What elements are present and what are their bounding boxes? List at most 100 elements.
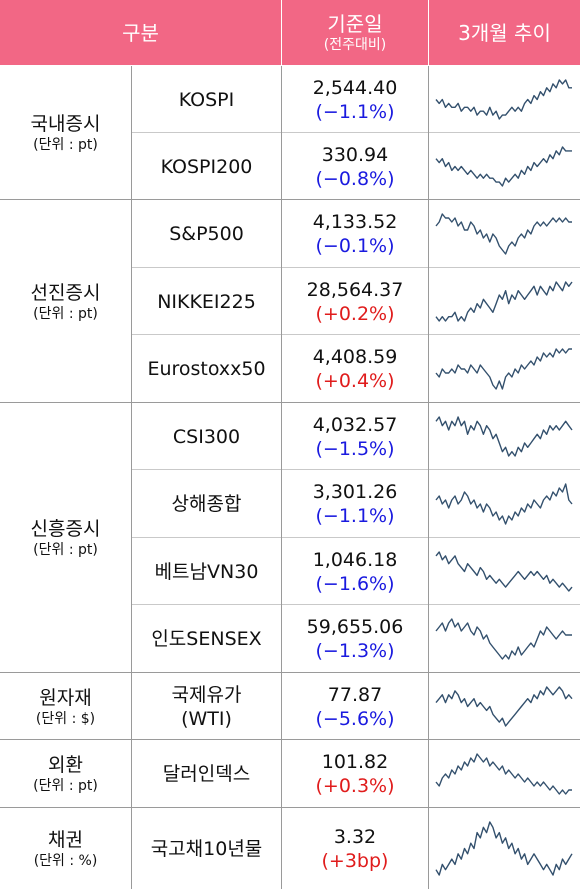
weekly-change: (−1.3%) <box>315 640 395 662</box>
trend-sparkline <box>435 213 572 255</box>
row-divider <box>0 199 580 200</box>
group-name: 채권 <box>48 828 83 851</box>
value-cell: 330.94 (−0.8%) <box>282 133 428 200</box>
index-value: 28,564.37 <box>306 278 404 301</box>
group-cell: 국내증시 (단위 : pt) <box>0 66 131 200</box>
value-cell: 101.82 (+0.3%) <box>282 740 428 808</box>
index-name: 상해종합 <box>171 493 242 515</box>
index-name: 인도SENSEX <box>151 628 262 650</box>
header-base-date-label: 기준일 <box>327 11 383 36</box>
index-value: 59,655.06 <box>306 616 404 638</box>
index-name-cell: S&P500 <box>132 200 281 268</box>
group-unit: (단위 : %) <box>33 852 98 869</box>
index-name: 베트남VN30 <box>154 560 259 583</box>
index-name-cell: 베트남VN30 <box>132 538 281 605</box>
weekly-change: (−0.8%) <box>315 167 395 190</box>
value-cell: 4,408.59 (+0.4%) <box>282 335 428 403</box>
header-base-date-sub: (전주대비) <box>323 36 387 53</box>
row-divider <box>131 267 580 268</box>
index-name: S&P500 <box>169 223 244 245</box>
index-name-cell: 인도SENSEX <box>132 605 281 673</box>
trend-sparkline <box>435 753 572 795</box>
group-name: 국내증시 <box>30 113 101 135</box>
group-cell: 외환 (단위 : pt) <box>0 740 131 808</box>
header-category: 구분 <box>0 0 281 65</box>
index-name: 달러인덱스 <box>162 763 251 785</box>
group-cell: 선진증시 (단위 : pt) <box>0 200 131 403</box>
group-name: 신흥증시 <box>30 518 101 540</box>
index-value: 101.82 <box>321 751 389 773</box>
weekly-change: (−0.1%) <box>315 235 395 257</box>
index-value: 1,046.18 <box>312 548 398 571</box>
group-name: 원자재 <box>39 686 92 709</box>
group-unit: (단위 : pt) <box>33 542 98 558</box>
row-divider <box>0 807 580 808</box>
trend-sparkline <box>435 821 573 876</box>
index-name-cell: Eurostoxx50 <box>132 335 281 403</box>
trend-line <box>435 618 572 660</box>
index-value: 330.94 <box>321 143 389 166</box>
index-value: 3.32 <box>333 825 377 848</box>
index-name: 국고채10년물 <box>150 837 263 860</box>
value-cell: 59,655.06 (−1.3%) <box>282 605 428 673</box>
trend-sparkline <box>435 416 573 457</box>
trend-line <box>435 213 572 255</box>
index-name: NIKKEI225 <box>157 290 256 313</box>
trend-sparkline <box>435 348 572 390</box>
trend-sparkline <box>435 618 572 660</box>
value-cell: 3,301.26 (−1.1%) <box>282 470 428 538</box>
header-trend: 3개월 추이 <box>429 0 580 65</box>
index-name: (WTI) <box>181 707 232 730</box>
value-cell: 3.32 (+3bp) <box>282 808 428 889</box>
row-divider <box>0 672 580 673</box>
weekly-change: (−5.6%) <box>315 707 395 730</box>
value-cell: 1,046.18 (−1.6%) <box>282 538 428 605</box>
group-cell: 원자재 (단위 : $) <box>0 673 131 740</box>
index-name-cell: 상해종합 <box>132 470 281 538</box>
trend-sparkline <box>435 483 573 525</box>
header-base-date: 기준일 (전주대비) <box>282 0 428 65</box>
row-divider <box>131 469 580 470</box>
group-cell: 채권 (단위 : %) <box>0 808 131 889</box>
index-value: 3,301.26 <box>312 481 398 503</box>
row-divider <box>131 334 580 335</box>
index-name: 국제유가 <box>171 683 242 706</box>
row-divider <box>131 604 580 605</box>
index-name-cell: NIKKEI225 <box>132 268 281 335</box>
row-divider <box>0 402 580 403</box>
column-divider <box>131 66 132 889</box>
trend-sparkline <box>435 551 573 592</box>
weekly-change: (−1.5%) <box>315 437 395 460</box>
header-trend-label: 3개월 추이 <box>458 20 551 45</box>
value-cell: 77.87 (−5.6%) <box>282 673 428 740</box>
group-name: 선진증시 <box>30 281 101 304</box>
weekly-change: (−1.1%) <box>315 505 395 527</box>
group-unit: (단위 : $) <box>35 710 96 727</box>
column-divider <box>428 66 429 889</box>
trend-sparkline <box>435 146 572 187</box>
trend-line <box>435 348 572 390</box>
trend-line <box>435 686 573 727</box>
weekly-change: (+0.3%) <box>315 775 395 797</box>
index-name: Eurostoxx50 <box>147 358 266 380</box>
column-divider <box>281 66 282 889</box>
group-unit: (단위 : pt) <box>33 778 98 794</box>
row-divider <box>131 132 580 133</box>
index-name-cell: 달러인덱스 <box>132 740 281 808</box>
trend-line <box>435 821 573 876</box>
trend-line <box>435 416 573 457</box>
index-name: KOSPI200 <box>160 155 253 178</box>
weekly-change: (−1.1%) <box>315 100 395 123</box>
group-cell: 신흥증시 (단위 : pt) <box>0 403 131 673</box>
row-divider <box>0 739 580 740</box>
trend-line <box>435 146 572 187</box>
trend-line <box>435 79 572 120</box>
index-value: 77.87 <box>327 683 383 706</box>
group-unit: (단위 : pt) <box>33 137 98 153</box>
index-name-cell: 국고채10년물 <box>132 808 281 889</box>
trend-sparkline <box>435 281 573 322</box>
weekly-change: (+0.2%) <box>315 302 395 325</box>
index-name-cell: CSI300 <box>132 403 281 470</box>
value-cell: 4,032.57 (−1.5%) <box>282 403 428 470</box>
